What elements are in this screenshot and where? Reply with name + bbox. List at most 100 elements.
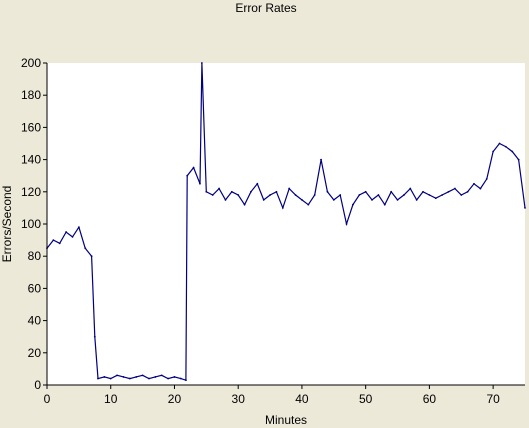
y-tick-label: 160 — [21, 120, 41, 134]
data-point — [167, 377, 169, 380]
series-layer — [46, 62, 526, 382]
data-point — [428, 194, 431, 196]
x-tick-label: 10 — [104, 392, 118, 406]
data-point — [434, 197, 437, 200]
data-point — [390, 190, 393, 193]
x-tick-label: 30 — [232, 392, 246, 406]
data-point — [460, 194, 463, 196]
data-point — [256, 182, 259, 185]
data-point — [84, 247, 87, 250]
data-point — [485, 178, 488, 180]
data-point — [294, 194, 297, 196]
y-tick-label: 0 — [34, 378, 41, 392]
data-point — [135, 376, 138, 378]
chart-title: Error Rates — [235, 1, 296, 15]
data-point — [364, 190, 367, 193]
y-tick-label: 120 — [21, 185, 41, 199]
y-tick-label: 80 — [28, 249, 42, 263]
data-point — [179, 377, 182, 380]
data-point — [358, 194, 361, 196]
data-point — [511, 150, 514, 153]
data-point — [345, 223, 348, 225]
y-tick-label: 180 — [21, 88, 41, 102]
data-point — [422, 190, 424, 193]
data-point — [326, 190, 329, 193]
y-axis-title: Errors/Second — [0, 186, 14, 263]
y-tick-label: 60 — [28, 281, 42, 295]
data-point — [281, 207, 284, 209]
data-point — [116, 374, 119, 377]
data-point — [275, 190, 278, 193]
data-point — [352, 203, 354, 206]
data-point — [243, 203, 246, 206]
data-point — [97, 377, 99, 380]
data-point — [524, 207, 526, 209]
data-point — [185, 379, 187, 382]
data-point — [71, 235, 74, 238]
data-point — [205, 190, 208, 193]
data-point — [250, 190, 252, 193]
x-tick-label: 0 — [44, 392, 51, 406]
data-point — [383, 203, 386, 206]
y-axis-ticks: 0 20 40 60 80 100 120 140 160 180 200 — [21, 56, 47, 392]
data-point — [211, 194, 214, 196]
data-point — [409, 187, 412, 190]
data-point — [498, 142, 501, 145]
data-point — [301, 198, 303, 201]
data-point — [479, 187, 482, 190]
data-point — [269, 194, 271, 196]
data-point — [447, 190, 450, 193]
data-point — [517, 158, 520, 161]
data-point — [192, 166, 195, 169]
data-point — [504, 145, 507, 148]
y-tick-label: 140 — [21, 153, 41, 167]
data-point — [154, 376, 157, 378]
data-point — [93, 335, 96, 338]
data-point — [339, 194, 342, 196]
data-point — [77, 226, 80, 229]
x-tick-label: 70 — [486, 392, 500, 406]
data-point — [377, 194, 380, 196]
data-point — [453, 187, 456, 190]
data-point — [307, 203, 310, 206]
x-axis-title: Minutes — [265, 413, 307, 427]
data-point — [148, 377, 150, 380]
data-point — [262, 198, 265, 201]
data-point — [199, 182, 201, 185]
data-point — [466, 190, 469, 193]
data-point — [237, 194, 240, 196]
data-point — [403, 194, 405, 196]
x-tick-label: 50 — [359, 392, 373, 406]
y-tick-label: 40 — [28, 314, 42, 328]
data-point — [65, 231, 68, 233]
x-axis-ticks: 0 10 20 30 40 50 60 70 — [44, 385, 500, 406]
y-tick-label: 100 — [21, 217, 41, 231]
data-point — [103, 376, 106, 378]
x-tick-label: 20 — [168, 392, 182, 406]
data-point — [332, 198, 335, 201]
data-point — [90, 255, 93, 258]
data-point — [473, 182, 475, 185]
data-point — [371, 198, 373, 201]
data-point — [224, 198, 227, 201]
data-point — [396, 198, 399, 201]
y-tick-label: 20 — [28, 346, 42, 360]
data-point — [492, 150, 495, 153]
data-point — [58, 242, 61, 245]
data-point — [200, 62, 203, 64]
data-point — [173, 376, 176, 378]
data-point — [288, 187, 291, 190]
data-point — [122, 376, 125, 378]
data-point — [441, 194, 444, 196]
y-tick-label: 200 — [21, 56, 41, 70]
x-tick-label: 60 — [423, 392, 437, 406]
data-point — [52, 239, 55, 242]
data-point — [141, 374, 144, 377]
data-point — [415, 198, 418, 201]
data-point — [230, 190, 233, 193]
data-point — [128, 377, 131, 380]
data-point — [313, 194, 316, 196]
x-tick-label: 40 — [295, 392, 309, 406]
